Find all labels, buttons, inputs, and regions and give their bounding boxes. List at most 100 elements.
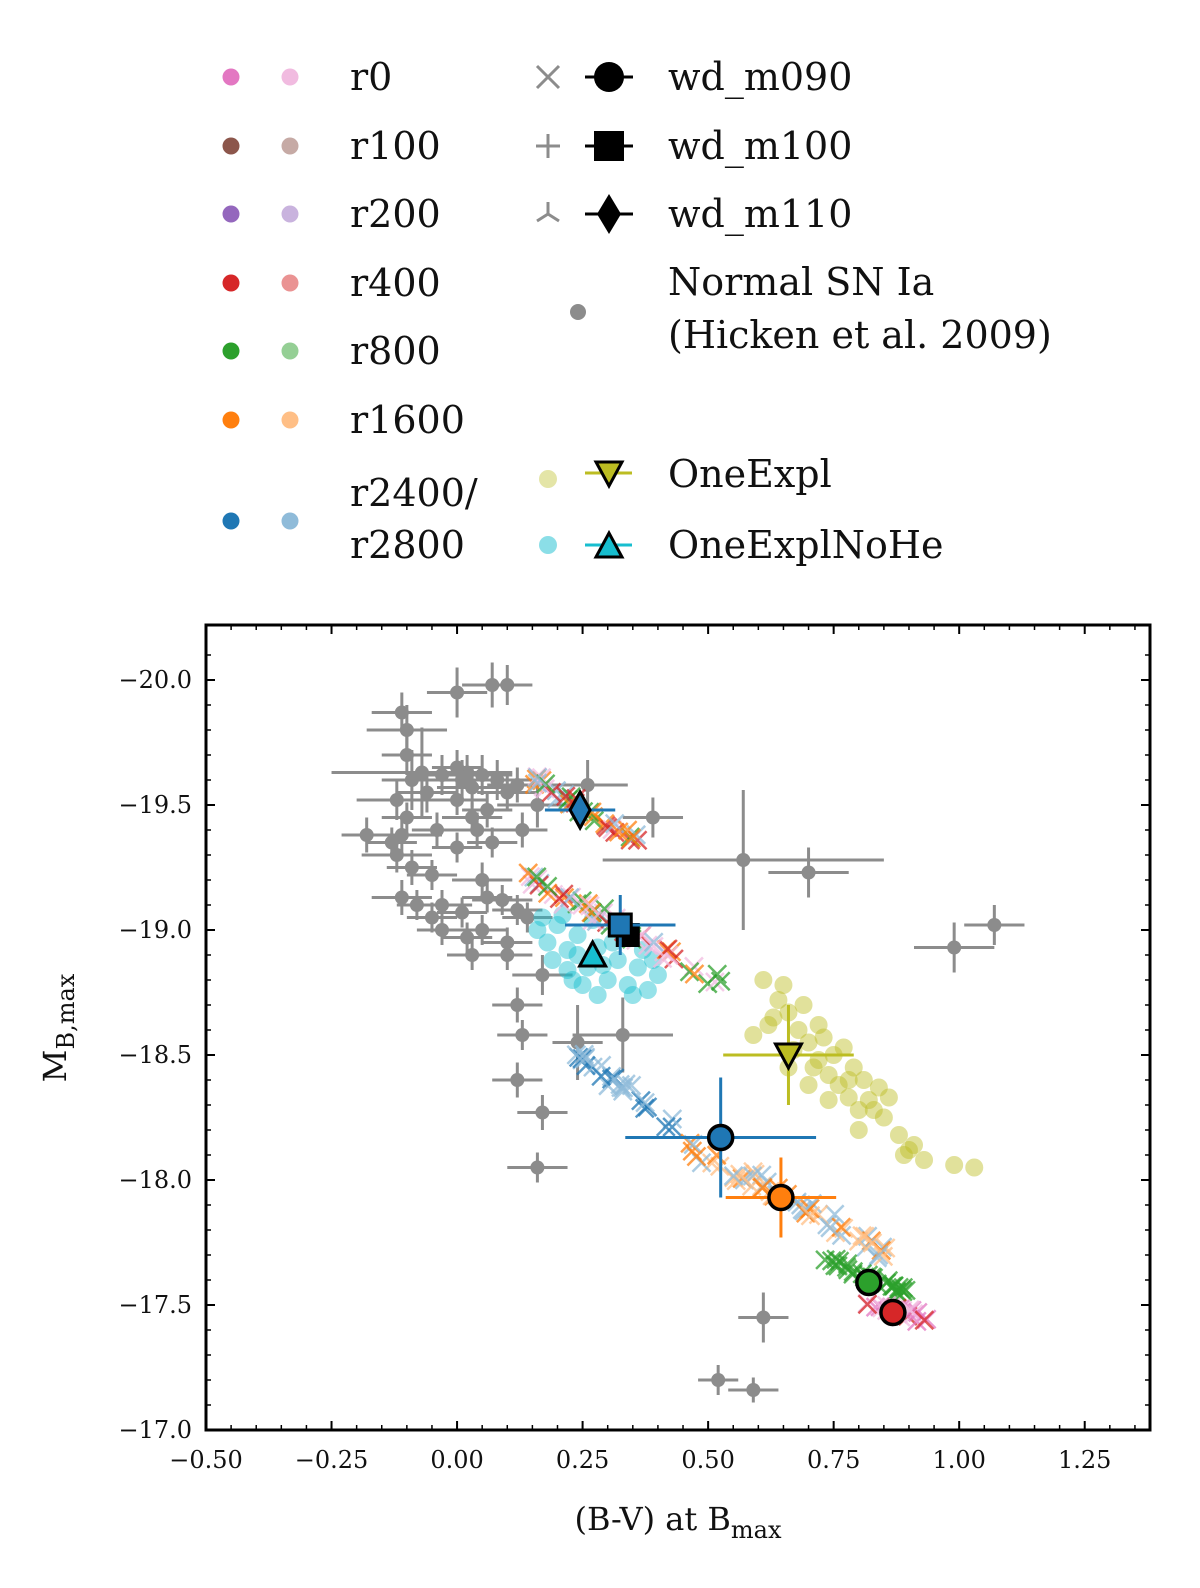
snia-point-63 bbox=[535, 1105, 550, 1120]
model-point-1 bbox=[759, 1016, 778, 1034]
legend-oneexpl-label: OneExpl bbox=[668, 452, 832, 496]
axis-ticks bbox=[205, 625, 1150, 1431]
model-x-19 bbox=[572, 1048, 593, 1069]
model-point-21 bbox=[804, 1058, 823, 1077]
summary-tri_up-8 bbox=[577, 938, 609, 968]
model-point-14 bbox=[588, 986, 607, 1004]
legend-oneexplnohe-label: OneExplNoHe bbox=[668, 523, 944, 567]
model-x-22 bbox=[574, 1044, 595, 1065]
snia-point-49 bbox=[535, 968, 550, 982]
axis-titles: (B-V) at Bmax MB,max bbox=[36, 973, 782, 1544]
model-x-57 bbox=[686, 1146, 707, 1167]
model-point-14 bbox=[874, 1108, 893, 1127]
snia-point-53 bbox=[645, 810, 660, 825]
model-point-20 bbox=[533, 908, 552, 927]
model-x-54 bbox=[580, 895, 600, 916]
model-x-35 bbox=[723, 1165, 744, 1186]
legend-r1600-light-marker bbox=[281, 411, 299, 429]
legend-wd-m090-circle-marker bbox=[594, 62, 624, 92]
legend-r1600-dark-marker bbox=[222, 411, 240, 429]
snia-point-33 bbox=[500, 678, 515, 692]
legend-oneexplnohe-triangle bbox=[593, 529, 625, 559]
plot-area: −0.50 −0.25 0.00 0.25 0.50 0.75 1.00 1.25 −20.0 −… bbox=[36, 623, 1152, 1544]
model-point-19 bbox=[965, 1158, 984, 1177]
snia-point-43 bbox=[495, 893, 510, 907]
model-x-27 bbox=[831, 1225, 852, 1246]
legend-normal-snia-marker bbox=[570, 304, 586, 320]
snia-point-21 bbox=[465, 780, 480, 795]
legend: r0 r100 r200 r400 r800 r1600 r2400/r2800 wd_m0… bbox=[222, 55, 1052, 567]
series-6 bbox=[680, 1133, 896, 1268]
legend-normal-snia-label: Normal SN Ia bbox=[668, 260, 934, 304]
legend-r200-light-marker bbox=[281, 205, 299, 223]
model-x-20 bbox=[679, 961, 700, 982]
model-point-18 bbox=[945, 1156, 964, 1174]
model-x-34 bbox=[621, 828, 642, 849]
snia-point-54 bbox=[736, 853, 751, 867]
snia-point-45 bbox=[465, 948, 480, 962]
model-x-30 bbox=[527, 773, 548, 794]
model-point-2 bbox=[769, 991, 788, 1009]
model-point-1 bbox=[538, 933, 557, 952]
model-point-32 bbox=[754, 971, 773, 989]
summary-square-2 bbox=[607, 912, 633, 938]
snia-point-65 bbox=[756, 1310, 771, 1325]
summary-circle-6 bbox=[879, 1298, 907, 1327]
y-axis-title-sub: B,max bbox=[52, 973, 80, 1049]
snia-point-48 bbox=[520, 910, 535, 925]
x-axis-title: (B-V) at Bmax bbox=[574, 1500, 782, 1544]
snia-point-42 bbox=[480, 890, 495, 905]
snia-point-28 bbox=[470, 823, 485, 837]
model-x-25 bbox=[836, 1257, 857, 1278]
legend-oneexpl-triangle bbox=[593, 460, 625, 490]
legend-r0-light-marker bbox=[281, 68, 299, 86]
model-x-7 bbox=[852, 1225, 872, 1246]
legend-wd-m090-x-marker bbox=[535, 64, 561, 90]
snia-point-40 bbox=[455, 905, 470, 920]
model-point-8 bbox=[829, 1076, 848, 1094]
model-x-42 bbox=[710, 971, 731, 992]
model-point-19 bbox=[648, 966, 667, 984]
model-point-4 bbox=[789, 1021, 808, 1039]
legend-wd-m110-diamond-marker bbox=[597, 194, 621, 234]
snia-point-14 bbox=[419, 785, 434, 800]
snia-point-57 bbox=[987, 918, 1002, 932]
snia-point-4 bbox=[399, 810, 414, 825]
snia-point-13 bbox=[424, 868, 439, 882]
snia-point-66 bbox=[711, 1373, 726, 1387]
model-point-27 bbox=[563, 971, 582, 989]
y-tick-label-2: −19.0 bbox=[118, 916, 192, 944]
model-x-49 bbox=[643, 936, 664, 957]
model-point-4 bbox=[568, 926, 587, 944]
legend-r0-label: r0 bbox=[350, 55, 392, 99]
legend-r400-dark-marker bbox=[222, 274, 240, 292]
legend-observed-entries: Normal SN Ia (Hicken et al. 2009) OneExp… bbox=[539, 260, 1052, 567]
model-point-11 bbox=[638, 981, 657, 999]
legend-r2800-label: r2800 bbox=[350, 523, 465, 567]
legend-r2400-dark-marker bbox=[222, 512, 240, 530]
x-tick-label-6: 1.00 bbox=[932, 1446, 985, 1474]
legend-oneexpl-faint-marker bbox=[539, 470, 557, 488]
legend-r100-dark-marker bbox=[222, 137, 240, 155]
y-tick-label-4: −18.0 bbox=[118, 1166, 192, 1194]
snia-point-60 bbox=[570, 1035, 585, 1050]
model-point-0 bbox=[528, 921, 547, 939]
model-x-51 bbox=[643, 932, 664, 953]
snia-point-26 bbox=[510, 778, 525, 792]
model-x-27 bbox=[658, 945, 679, 966]
model-x-37 bbox=[527, 767, 548, 788]
snia-point-6 bbox=[384, 835, 399, 850]
model-point-26 bbox=[764, 1008, 783, 1027]
snia-point-58 bbox=[510, 998, 525, 1012]
model-x-23 bbox=[914, 1310, 935, 1331]
snia-point-34 bbox=[414, 765, 429, 780]
model-point-9 bbox=[618, 976, 637, 994]
legend-r0-dark-marker bbox=[222, 68, 240, 86]
snia-point-39 bbox=[435, 923, 449, 937]
series-0 bbox=[331, 662, 1025, 1403]
model-point-24 bbox=[844, 1058, 863, 1077]
snia-point-25 bbox=[500, 785, 515, 800]
y-tick-label-1: −19.5 bbox=[118, 791, 192, 819]
series-1 bbox=[744, 971, 984, 1177]
